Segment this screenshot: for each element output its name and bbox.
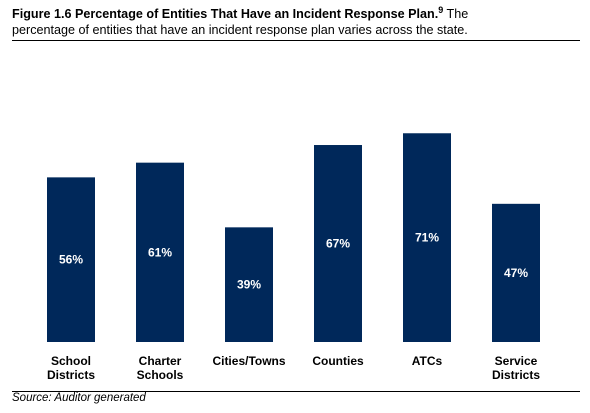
data-label: 71%: [415, 231, 439, 245]
data-label: 47%: [504, 266, 528, 280]
data-label: 67%: [326, 237, 350, 251]
source-note: Source: Auditor generated: [12, 392, 146, 404]
top-rule: [12, 40, 580, 41]
figure-subtitle-start: The: [446, 7, 469, 21]
bar: [136, 162, 184, 342]
figure-caption: Figure 1.6 Percentage of Entities That H…: [12, 4, 580, 38]
category-label: Cities/Towns: [212, 354, 285, 368]
data-label: 39%: [237, 278, 261, 292]
category-label: Charter Schools: [137, 354, 184, 382]
bar: [403, 133, 451, 342]
figure-title: Figure 1.6 Percentage of Entities That H…: [12, 7, 439, 21]
footnote-marker: 9: [438, 4, 444, 15]
category-label: School Districts: [47, 354, 95, 382]
figure-subtitle: percentage of entities that have an inci…: [12, 23, 468, 37]
category-label: Service Districts: [492, 354, 540, 382]
data-label: 61%: [148, 245, 172, 259]
category-label: Counties: [312, 354, 364, 368]
category-label: ATCs: [412, 354, 443, 368]
bar: [225, 227, 273, 342]
data-label: 56%: [59, 253, 83, 267]
bar: [47, 177, 95, 342]
bar: [314, 145, 362, 342]
bar: [492, 203, 540, 342]
bottom-rule: [12, 391, 580, 392]
